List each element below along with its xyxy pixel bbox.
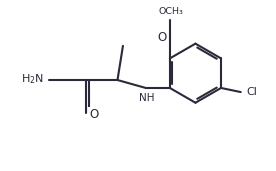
Text: OCH₃: OCH₃ (159, 7, 184, 16)
Text: Cl: Cl (246, 87, 257, 96)
Text: O: O (89, 108, 98, 121)
Text: NH: NH (139, 93, 155, 103)
Text: H$_2$N: H$_2$N (21, 72, 44, 86)
Text: O: O (157, 31, 166, 44)
